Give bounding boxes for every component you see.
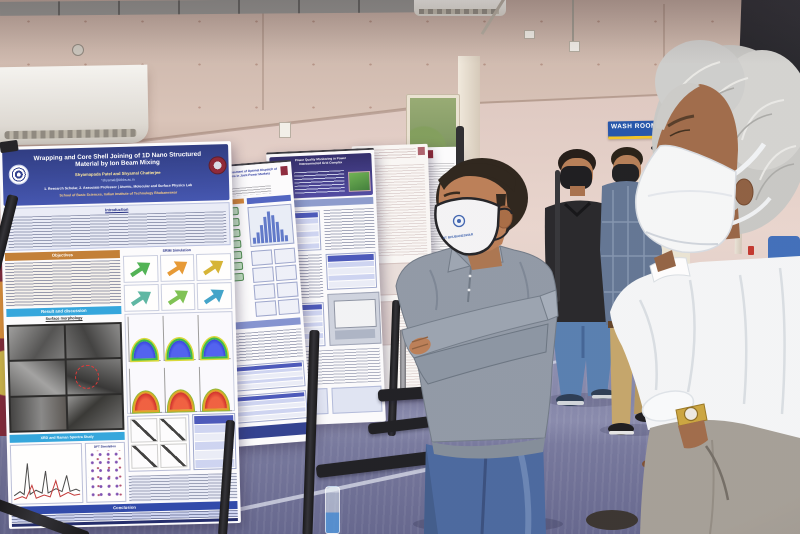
man-gray-shirt: IIT BHUBANESWAR xyxy=(395,158,563,534)
bottle-cap xyxy=(329,487,336,491)
man-white-shirt xyxy=(586,40,800,534)
placket xyxy=(467,265,472,303)
red-switch xyxy=(748,246,754,255)
neck xyxy=(654,250,676,272)
mask-strap-lower xyxy=(729,196,772,226)
spectra-svg xyxy=(13,463,81,501)
air-conditioner-top xyxy=(414,0,506,16)
shirt-folds xyxy=(638,267,786,415)
eye xyxy=(669,129,691,137)
mask-fold xyxy=(647,190,733,197)
plaid-pattern xyxy=(601,186,661,324)
shoe xyxy=(586,510,638,530)
wall-knob xyxy=(72,44,84,56)
neck xyxy=(570,186,585,196)
hair-fringe xyxy=(438,163,516,192)
crossed-arm-upper xyxy=(401,295,549,359)
poster-1: Wrapping and Core Shell Joining of 1D Na… xyxy=(0,141,241,529)
xrd-spectra-plot xyxy=(9,443,84,505)
wall-seam-2 xyxy=(663,4,665,96)
trouser-crease xyxy=(709,439,715,534)
n95-mask xyxy=(634,144,737,254)
sneaker-sole xyxy=(557,401,584,405)
collar xyxy=(563,201,592,218)
ac-vent-2 xyxy=(419,9,499,14)
wall-switch-box xyxy=(569,41,580,52)
shirt-hem xyxy=(432,438,545,459)
hand-in-pocket xyxy=(678,420,708,449)
collar xyxy=(447,246,471,273)
mask-logo-dot xyxy=(457,219,461,223)
mask-logo-text: IIT BHUBANESWAR xyxy=(443,232,474,240)
mask-shadow xyxy=(645,231,719,246)
crossed-arm-lower xyxy=(413,323,549,385)
jeans xyxy=(552,322,614,396)
sneaker-sole xyxy=(592,395,615,399)
polo-shirt xyxy=(544,200,618,322)
ear xyxy=(734,178,754,206)
trousers xyxy=(640,419,800,534)
man-black-polo xyxy=(544,149,625,407)
xrd-curve-red xyxy=(14,479,81,501)
button xyxy=(468,274,472,278)
jeans-seam xyxy=(480,451,488,534)
jeans-shading xyxy=(424,444,438,534)
face-mask-white xyxy=(434,197,501,256)
sleeve-cuff xyxy=(539,289,559,321)
sneaker-sole xyxy=(609,431,634,435)
jeans-highlight xyxy=(517,449,532,534)
conduit-junction-box xyxy=(524,30,535,39)
fingers xyxy=(411,336,429,350)
face-mask-black xyxy=(612,164,639,183)
face-mask-black xyxy=(560,166,592,189)
easel-pole-metal xyxy=(400,330,406,390)
button xyxy=(467,288,471,292)
eyebrow xyxy=(443,191,461,198)
face xyxy=(656,84,738,186)
mask-straps xyxy=(493,207,513,241)
hairline-front xyxy=(656,83,700,130)
eyebrow xyxy=(667,114,695,128)
wall-cable xyxy=(572,0,574,42)
wall-switch-box-2 xyxy=(279,122,291,138)
xrd-curve-black xyxy=(13,463,81,497)
watch-face xyxy=(683,406,699,422)
easel-pole-p5 xyxy=(555,170,560,302)
pocket-slit xyxy=(704,445,730,501)
wall-seam-1 xyxy=(262,12,264,110)
